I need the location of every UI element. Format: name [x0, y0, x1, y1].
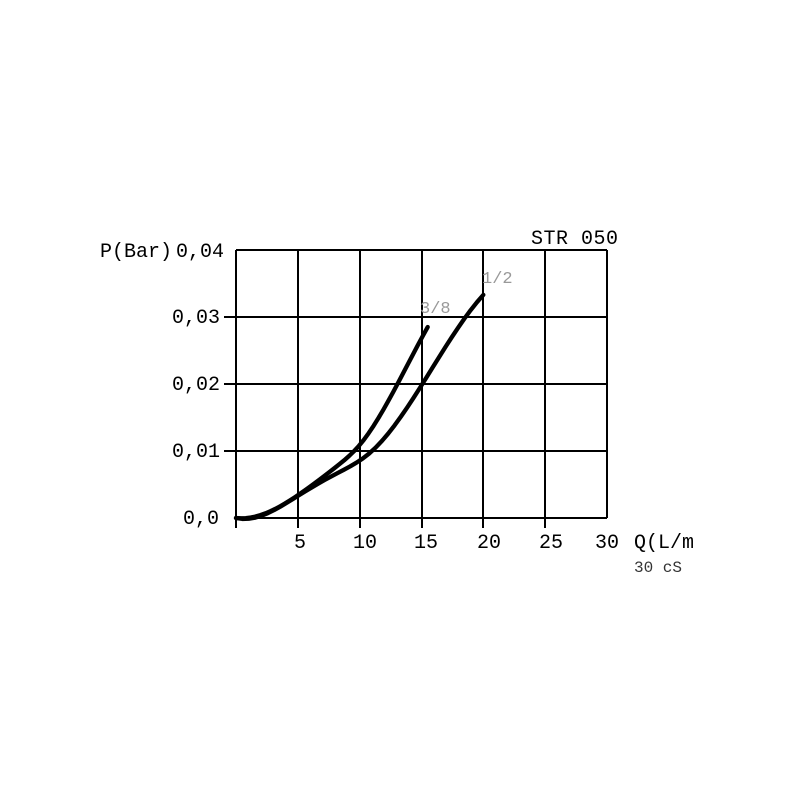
svg-text:0,0: 0,0 — [183, 508, 219, 531]
svg-text:5: 5 — [294, 532, 306, 555]
svg-text:0,01: 0,01 — [172, 441, 220, 464]
svg-text:3/8: 3/8 — [420, 300, 451, 319]
svg-text:1/2: 1/2 — [482, 270, 513, 289]
svg-text:0,02: 0,02 — [172, 374, 220, 397]
svg-text:STR 050: STR 050 — [531, 228, 619, 251]
svg-text:30: 30 — [595, 532, 619, 555]
svg-text:0,04: 0,04 — [176, 241, 224, 264]
svg-text:Q(L/m: Q(L/m — [634, 532, 694, 555]
svg-text:30 cS: 30 cS — [634, 559, 682, 577]
svg-text:15: 15 — [414, 532, 438, 555]
svg-text:10: 10 — [353, 532, 377, 555]
svg-text:25: 25 — [539, 532, 563, 555]
svg-text:0,03: 0,03 — [172, 307, 220, 330]
svg-text:20: 20 — [477, 532, 501, 555]
svg-text:P(Bar): P(Bar) — [100, 241, 172, 264]
